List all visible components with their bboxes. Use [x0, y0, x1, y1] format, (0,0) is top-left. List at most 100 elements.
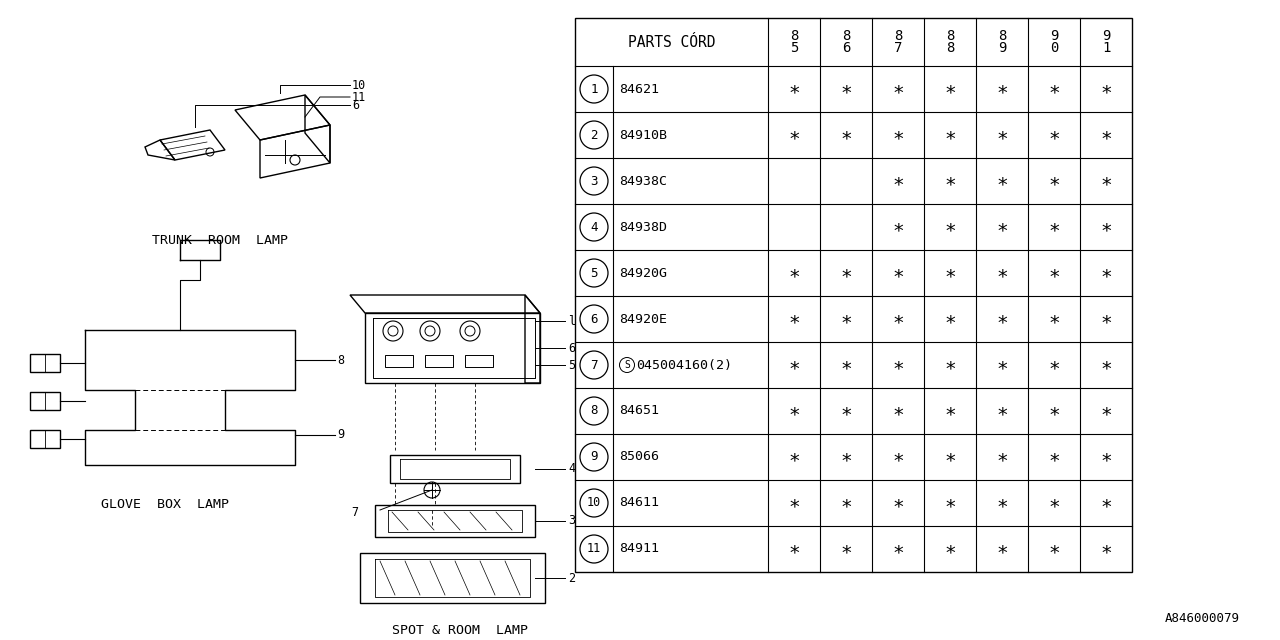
Bar — [29, 430, 60, 448]
Text: ∗: ∗ — [788, 79, 800, 99]
Text: ∗: ∗ — [1048, 310, 1060, 328]
Text: ∗: ∗ — [788, 264, 800, 282]
Text: ∗: ∗ — [892, 447, 904, 467]
Text: ∗: ∗ — [1048, 493, 1060, 513]
Text: 7: 7 — [590, 358, 598, 371]
Text: 8
5: 8 5 — [790, 29, 799, 56]
Text: 4: 4 — [568, 463, 575, 476]
Text: ∗: ∗ — [1100, 264, 1112, 282]
Text: ∗: ∗ — [1048, 79, 1060, 99]
Text: ∗: ∗ — [945, 447, 956, 467]
Text: 9
1: 9 1 — [1102, 29, 1110, 56]
Text: ∗: ∗ — [892, 540, 904, 559]
Text: ∗: ∗ — [945, 540, 956, 559]
Text: 6: 6 — [352, 99, 360, 111]
Text: 84938C: 84938C — [620, 175, 667, 188]
Text: ∗: ∗ — [840, 355, 852, 374]
Text: PARTS CÓRD: PARTS CÓRD — [627, 35, 716, 49]
Text: ∗: ∗ — [945, 125, 956, 145]
Text: ∗: ∗ — [1100, 401, 1112, 420]
Text: ∗: ∗ — [788, 401, 800, 420]
Text: ∗: ∗ — [945, 172, 956, 191]
Text: ∗: ∗ — [996, 401, 1007, 420]
Text: 045004160(2): 045004160(2) — [636, 358, 732, 371]
Text: ∗: ∗ — [840, 540, 852, 559]
Bar — [575, 18, 1132, 572]
Text: 4: 4 — [590, 221, 598, 234]
Text: ∗: ∗ — [996, 79, 1007, 99]
Text: ∗: ∗ — [1048, 401, 1060, 420]
Text: S: S — [625, 360, 630, 370]
Text: 11: 11 — [352, 90, 366, 104]
Text: ∗: ∗ — [996, 125, 1007, 145]
Text: ∗: ∗ — [892, 401, 904, 420]
Text: GLOVE  BOX  LAMP: GLOVE BOX LAMP — [101, 499, 229, 511]
Text: 84920G: 84920G — [620, 266, 667, 280]
Text: 10: 10 — [586, 497, 602, 509]
Text: 3: 3 — [568, 515, 575, 527]
Text: 84611: 84611 — [620, 497, 659, 509]
Text: 5: 5 — [568, 358, 575, 371]
Text: ∗: ∗ — [996, 355, 1007, 374]
Text: ∗: ∗ — [996, 447, 1007, 467]
Text: ∗: ∗ — [892, 79, 904, 99]
Text: ∗: ∗ — [1048, 125, 1060, 145]
Text: ∗: ∗ — [788, 310, 800, 328]
Text: ∗: ∗ — [892, 355, 904, 374]
Text: ∗: ∗ — [840, 125, 852, 145]
Text: 3: 3 — [590, 175, 598, 188]
Text: ∗: ∗ — [840, 493, 852, 513]
Text: ∗: ∗ — [996, 218, 1007, 237]
Text: 8
9: 8 9 — [998, 29, 1006, 56]
Text: 8
7: 8 7 — [893, 29, 902, 56]
Text: ∗: ∗ — [945, 264, 956, 282]
Text: ∗: ∗ — [788, 540, 800, 559]
Text: ∗: ∗ — [788, 125, 800, 145]
Text: ∗: ∗ — [892, 264, 904, 282]
Text: 10: 10 — [352, 79, 366, 92]
Text: ∗: ∗ — [788, 355, 800, 374]
Text: SPOT & ROOM  LAMP: SPOT & ROOM LAMP — [392, 623, 529, 637]
Text: ∗: ∗ — [996, 172, 1007, 191]
Text: ∗: ∗ — [996, 540, 1007, 559]
Text: ∗: ∗ — [996, 264, 1007, 282]
Text: 2: 2 — [568, 572, 575, 584]
Text: 84910B: 84910B — [620, 129, 667, 141]
Text: ∗: ∗ — [840, 447, 852, 467]
Bar — [465, 355, 493, 367]
Text: ∗: ∗ — [945, 401, 956, 420]
Text: TRUNK  ROOM  LAMP: TRUNK ROOM LAMP — [152, 234, 288, 246]
Text: 2: 2 — [590, 129, 598, 141]
Text: ∗: ∗ — [840, 79, 852, 99]
Text: ∗: ∗ — [996, 493, 1007, 513]
Text: 7: 7 — [351, 506, 358, 518]
Text: 84911: 84911 — [620, 543, 659, 556]
Text: ∗: ∗ — [1100, 310, 1112, 328]
Text: ∗: ∗ — [892, 218, 904, 237]
Text: 84938D: 84938D — [620, 221, 667, 234]
Text: 6: 6 — [568, 342, 575, 355]
Text: 11: 11 — [586, 543, 602, 556]
Text: ∗: ∗ — [1100, 447, 1112, 467]
Text: ∗: ∗ — [1100, 540, 1112, 559]
Text: l: l — [568, 314, 575, 328]
Text: ∗: ∗ — [945, 355, 956, 374]
Text: 8
6: 8 6 — [842, 29, 850, 56]
Text: 8
8: 8 8 — [946, 29, 954, 56]
Text: ∗: ∗ — [1048, 264, 1060, 282]
Bar — [29, 392, 60, 410]
Text: ∗: ∗ — [1048, 172, 1060, 191]
Text: ∗: ∗ — [840, 264, 852, 282]
Text: ∗: ∗ — [996, 310, 1007, 328]
Text: ∗: ∗ — [1100, 79, 1112, 99]
Text: 9: 9 — [590, 451, 598, 463]
Text: 9: 9 — [337, 429, 344, 442]
Text: 85066: 85066 — [620, 451, 659, 463]
Text: 6: 6 — [590, 312, 598, 326]
Text: 5: 5 — [590, 266, 598, 280]
Text: ∗: ∗ — [892, 172, 904, 191]
Bar — [385, 355, 413, 367]
Text: ∗: ∗ — [1048, 355, 1060, 374]
Text: ∗: ∗ — [1048, 540, 1060, 559]
Text: ∗: ∗ — [1100, 172, 1112, 191]
